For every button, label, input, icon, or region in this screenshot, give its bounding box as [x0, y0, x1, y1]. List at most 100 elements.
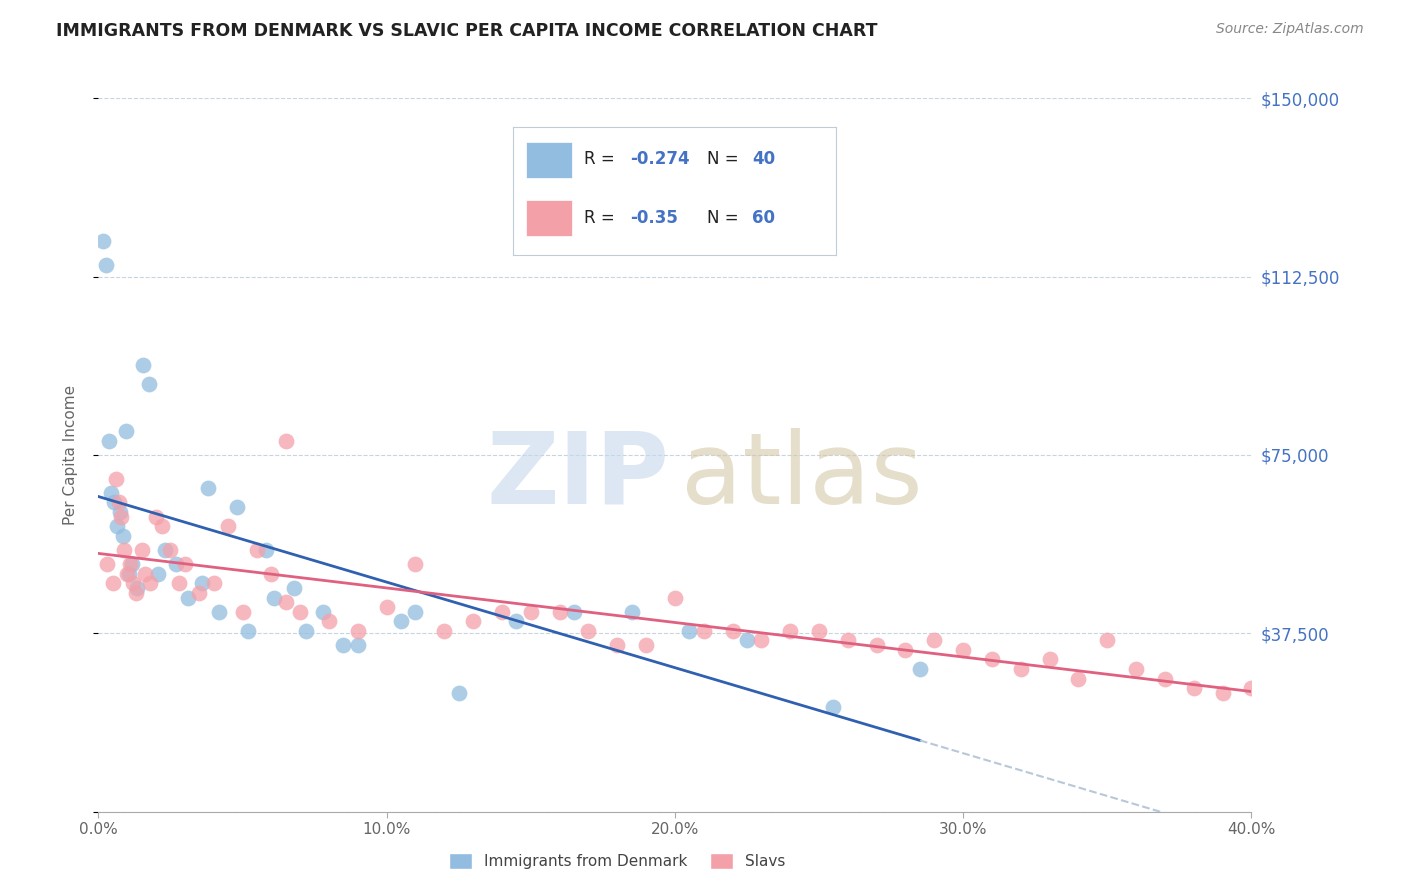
Point [807, 624, 830, 638]
Point [188, 586, 211, 600]
Legend: Immigrants from Denmark, Slavs: Immigrants from Denmark, Slavs [443, 847, 792, 875]
Point [751, 633, 773, 648]
Text: IMMIGRANTS FROM DENMARK VS SLAVIC PER CAPITA INCOME CORRELATION CHART: IMMIGRANTS FROM DENMARK VS SLAVIC PER CA… [56, 22, 877, 40]
Point [491, 605, 513, 619]
Point [779, 624, 801, 638]
Point [735, 633, 758, 648]
Point [952, 643, 974, 657]
Point [447, 686, 470, 700]
Point [208, 605, 231, 619]
Point [1097, 633, 1119, 648]
Point [153, 543, 176, 558]
Point [127, 581, 149, 595]
Point [346, 624, 368, 638]
Point [346, 638, 368, 652]
Point [693, 624, 716, 638]
Point [246, 543, 269, 558]
Point [217, 519, 239, 533]
Point [107, 495, 129, 509]
Point [174, 558, 197, 572]
Point [138, 376, 160, 391]
Point [576, 624, 599, 638]
Text: ZIP: ZIP [486, 428, 669, 524]
Point [318, 615, 340, 629]
Point [145, 509, 167, 524]
Point [150, 519, 173, 533]
Point [238, 624, 260, 638]
Point [274, 434, 297, 448]
Point [132, 358, 155, 372]
Point [620, 605, 643, 619]
Y-axis label: Per Capita Income: Per Capita Income [63, 384, 77, 525]
Point [131, 543, 153, 558]
Point [225, 500, 247, 515]
Point [332, 638, 354, 652]
Point [389, 615, 412, 629]
Point [134, 566, 156, 581]
Point [105, 519, 128, 533]
Point [117, 566, 139, 581]
Point [125, 586, 148, 600]
Point [1125, 662, 1147, 676]
Point [1010, 662, 1032, 676]
Point [1212, 686, 1234, 700]
Point [111, 529, 134, 543]
Point [823, 700, 845, 714]
Point [197, 481, 219, 495]
Point [97, 434, 120, 448]
Point [118, 566, 141, 581]
Point [260, 566, 283, 581]
Point [606, 638, 628, 652]
Point [1153, 672, 1175, 686]
Point [548, 605, 571, 619]
Point [191, 576, 214, 591]
Point [146, 566, 169, 581]
Point [562, 605, 585, 619]
Point [908, 662, 931, 676]
Point [202, 576, 225, 591]
Point [112, 543, 135, 558]
Point [837, 633, 859, 648]
Point [177, 591, 200, 605]
Point [375, 600, 398, 615]
Point [866, 638, 889, 652]
Point [405, 558, 427, 572]
Point [231, 605, 254, 619]
Point [678, 624, 700, 638]
Point [121, 558, 143, 572]
Point [520, 605, 543, 619]
Point [405, 605, 427, 619]
Point [104, 472, 127, 486]
Point [110, 509, 132, 524]
Point [721, 624, 744, 638]
Point [120, 558, 142, 572]
Point [1038, 652, 1062, 666]
Point [1067, 672, 1090, 686]
Point [894, 643, 917, 657]
Point [94, 258, 117, 272]
Point [1240, 681, 1263, 695]
Point [505, 615, 527, 629]
Point [290, 605, 312, 619]
Point [263, 591, 285, 605]
Point [101, 576, 124, 591]
Point [1182, 681, 1205, 695]
Text: Source: ZipAtlas.com: Source: ZipAtlas.com [1216, 22, 1364, 37]
Point [981, 652, 1004, 666]
Point [91, 234, 114, 248]
Point [114, 424, 136, 438]
Point [636, 638, 658, 652]
Point [924, 633, 946, 648]
Point [283, 581, 305, 595]
Point [461, 615, 484, 629]
Point [139, 576, 162, 591]
Point [295, 624, 318, 638]
Point [159, 543, 181, 558]
Point [100, 486, 122, 500]
Point [254, 543, 277, 558]
Point [167, 576, 190, 591]
Point [108, 505, 131, 519]
Point [664, 591, 686, 605]
Point [274, 595, 297, 609]
Point [103, 495, 125, 509]
